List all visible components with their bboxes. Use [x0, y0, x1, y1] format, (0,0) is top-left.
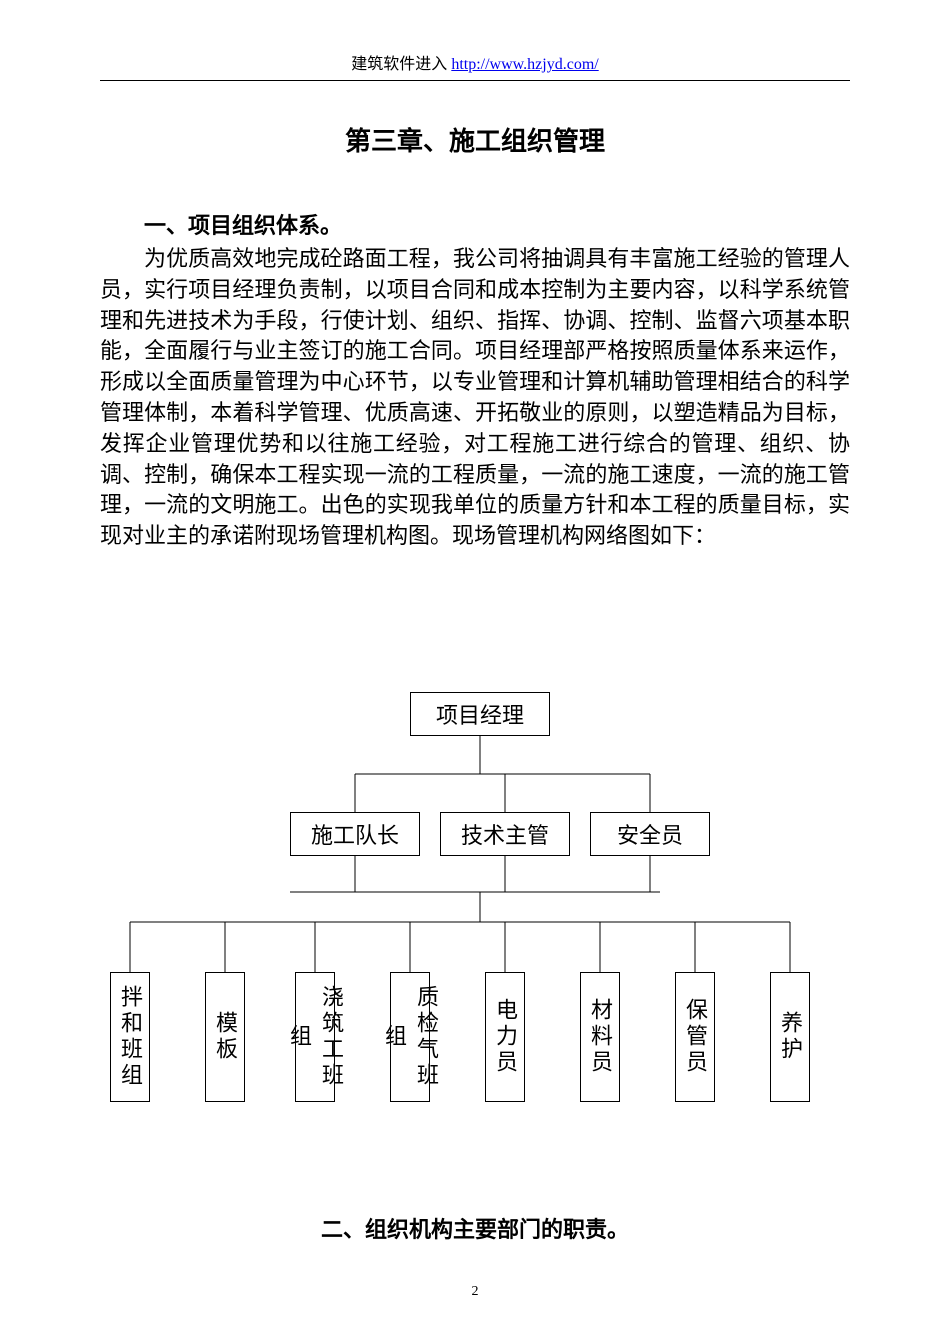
- page-header: 建筑软件进入 http://www.hzjyd.com/: [100, 50, 850, 81]
- org-node-mixing-team: 拌和班组: [110, 972, 150, 1102]
- section2-heading: 二、组织机构主要部门的职责。: [100, 1212, 850, 1244]
- org-node-curing: 养护: [770, 972, 810, 1102]
- chapter-title: 第三章、施工组织管理: [100, 121, 850, 158]
- org-node-materials: 材料员: [580, 972, 620, 1102]
- org-node-quality-team: 质检气班组: [390, 972, 430, 1102]
- org-node-pouring-team: 浇筑工班组: [295, 972, 335, 1102]
- org-node-electrician: 电力员: [485, 972, 525, 1102]
- org-node-project-manager: 项目经理: [410, 692, 550, 736]
- page-number: 2: [100, 1284, 850, 1300]
- org-chart: 项目经理 施工队长 技术主管 安全员 拌和班组 模板 浇筑工班组 质检气班组 电…: [100, 692, 850, 1172]
- org-node-custodian: 保管员: [675, 972, 715, 1102]
- org-node-safety-officer: 安全员: [590, 812, 710, 856]
- document-page: 建筑软件进入 http://www.hzjyd.com/ 第三章、施工组织管理 …: [0, 0, 950, 1340]
- org-node-tech-supervisor: 技术主管: [440, 812, 570, 856]
- header-prefix: 建筑软件进入: [351, 56, 451, 73]
- section1-heading: 一、项目组织体系。: [100, 208, 850, 240]
- header-link[interactable]: http://www.hzjyd.com/: [451, 56, 598, 73]
- section1-body: 为优质高效地完成砼路面工程，我公司将抽调具有丰富施工经验的管理人员，实行项目经理…: [100, 244, 850, 552]
- org-node-formwork: 模板: [205, 972, 245, 1102]
- org-node-construction-lead: 施工队长: [290, 812, 420, 856]
